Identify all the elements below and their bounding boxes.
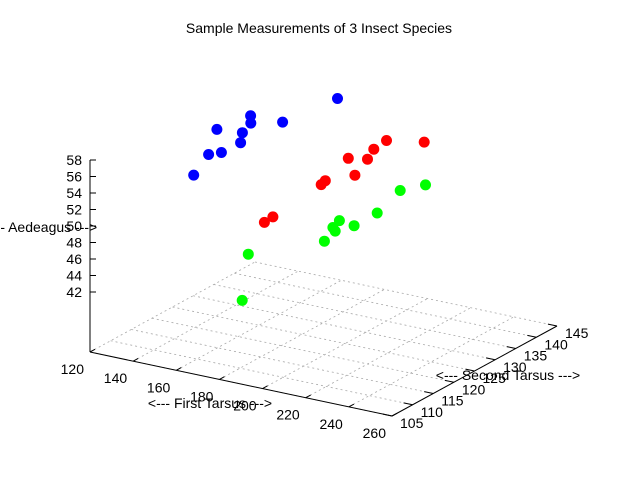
x-tick-7	[391, 412, 398, 417]
y-tick-label-6: 135	[524, 348, 548, 364]
grid-line-x-2	[176, 279, 342, 371]
y-tick-label-0: 105	[400, 415, 424, 431]
grid-line-y-5	[193, 295, 496, 361]
z-tick-label-0: 42	[66, 284, 82, 300]
x-tick-5	[305, 394, 311, 399]
data-point-s1-7	[368, 143, 380, 155]
x-tick-label-0: 120	[61, 361, 85, 377]
z-tick-label-5: 52	[66, 202, 82, 218]
x-axis-label: <--- First Tarsus --->	[148, 395, 272, 411]
data-point-s1-9	[418, 136, 430, 148]
data-point-s0-5	[236, 127, 248, 139]
z-tick-label-6: 54	[66, 185, 82, 201]
x-tick-label-3: 180	[190, 388, 214, 404]
data-point-s2-7	[371, 207, 383, 219]
z-tick-label-3: 48	[66, 235, 82, 251]
x-tick-4	[262, 385, 268, 390]
data-point-s1-4	[342, 152, 354, 164]
y-axis-label: <--- Second Tarsus --->	[436, 367, 580, 383]
grid-line-y-4	[172, 306, 475, 372]
data-point-s1-8	[381, 135, 392, 146]
x-tick-label-4: 200	[233, 398, 257, 414]
data-point-s2-5	[333, 215, 345, 227]
data-point-s1-0	[258, 216, 270, 228]
tick-labels: 1201401601802002202402601051101151201251…	[61, 152, 589, 441]
x-tick-3	[219, 376, 225, 380]
grid-line-x-4	[262, 298, 428, 389]
data-point-s1-1	[267, 211, 279, 223]
x-tick-2	[176, 367, 182, 371]
y-tick-2	[424, 391, 434, 394]
y-tick-4	[465, 368, 475, 372]
x-tick-0	[89, 348, 96, 353]
y-tick-label-8: 145	[565, 325, 589, 341]
y-tick-1	[403, 402, 413, 406]
x-axis-line	[89, 351, 393, 417]
z-axis-label: <--- Aedeagus --->	[0, 219, 97, 235]
y-tick-label-4: 125	[483, 370, 507, 386]
grid-line-x-5	[305, 307, 471, 399]
data-point-s2-6	[348, 220, 360, 232]
grid-line-x-6	[348, 316, 515, 408]
chart-title: Sample Measurements of 3 Insect Species	[186, 20, 452, 36]
grid-line-y-6	[213, 284, 516, 349]
z-tick-label-7: 56	[66, 169, 82, 185]
z-tick-label-2: 46	[66, 251, 82, 267]
z-tick-label-8: 58	[66, 152, 82, 168]
x-tick-label-2: 160	[147, 379, 171, 395]
data-point-s0-1	[211, 123, 223, 135]
data-point-s0-3	[215, 147, 227, 158]
x-tick-1	[132, 358, 139, 362]
data-point-s2-8	[394, 185, 406, 196]
data-point-s2-0	[242, 248, 254, 260]
z-tick-label-4: 50	[66, 218, 82, 234]
data-point-s0-6	[245, 117, 257, 129]
grid-line-y-1	[110, 340, 413, 406]
data-points	[188, 93, 431, 306]
y-tick-label-5: 130	[503, 359, 527, 375]
data-point-s0-0	[188, 169, 200, 181]
data-point-s2-2	[318, 235, 330, 247]
data-point-s0-7	[235, 137, 247, 149]
data-point-s2-4	[329, 225, 341, 237]
y-tick-label-2: 115	[441, 393, 464, 409]
x-tick-label-5: 220	[276, 407, 300, 423]
y-tick-5	[485, 357, 496, 361]
data-point-s2-9	[420, 179, 431, 191]
grid-line-y-7	[234, 272, 537, 338]
z-tick-label-1: 44	[66, 268, 82, 284]
data-point-s0-9	[332, 93, 343, 104]
grid-line-x-0	[89, 261, 256, 353]
data-point-s0-2	[203, 149, 215, 160]
y-tick-label-3: 120	[462, 381, 486, 397]
data-point-s1-5	[349, 169, 361, 181]
x-tick-label-1: 140	[104, 370, 128, 386]
y-tick-7	[527, 334, 537, 338]
y-tick-label-1: 110	[421, 404, 444, 420]
grid-line-y-3	[151, 317, 454, 383]
y-tick-label-7: 140	[544, 336, 568, 352]
data-point-s0-8	[277, 116, 289, 128]
grid-line-x-3	[219, 289, 385, 380]
grid-line-x-1	[132, 270, 299, 362]
y-tick-0	[382, 413, 393, 417]
data-point-s1-3	[319, 175, 331, 187]
y-tick-8	[547, 323, 558, 327]
data-point-s2-1	[236, 294, 248, 306]
x-tick-label-7: 260	[363, 425, 387, 441]
x-tick-6	[348, 403, 355, 408]
grid-line-y-2	[131, 329, 434, 394]
x-tick-label-6: 240	[319, 416, 343, 432]
data-point-s1-6	[362, 153, 373, 165]
y-tick-6	[506, 346, 516, 349]
grid-line-y-8	[254, 261, 558, 327]
y-tick-3	[444, 379, 454, 383]
